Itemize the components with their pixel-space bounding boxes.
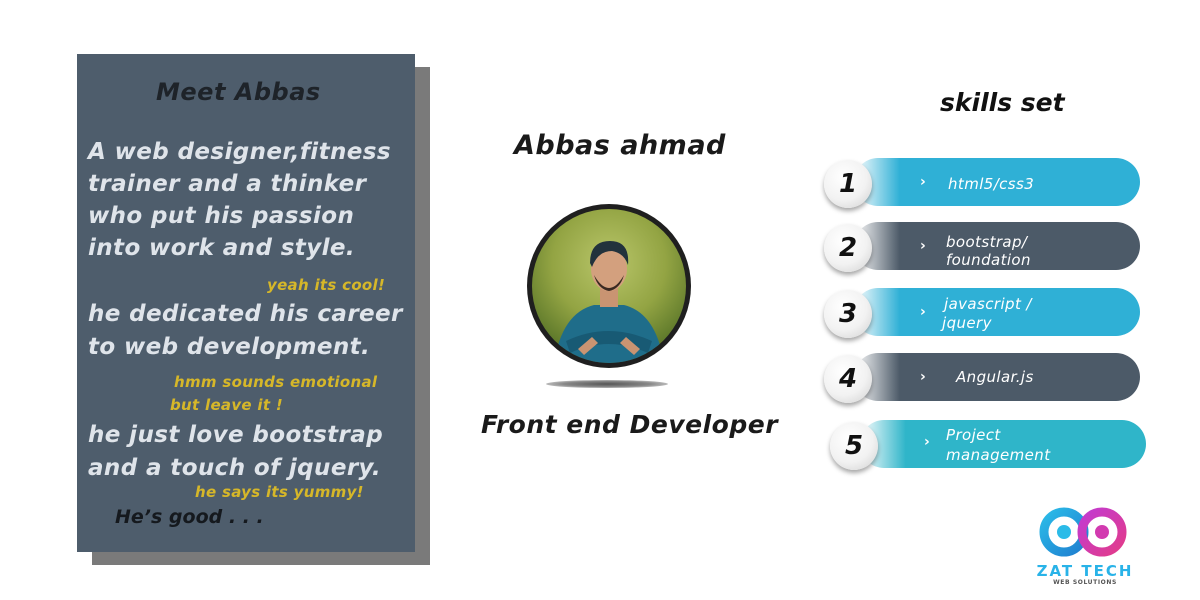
note-emotional: hmm sounds emotional	[174, 373, 378, 391]
skill-pill	[854, 288, 1140, 336]
avatar	[527, 204, 691, 368]
skill-number: 3	[824, 290, 872, 338]
skill-number: 4	[824, 355, 872, 403]
profile-name: Abbas ahmad	[514, 130, 726, 161]
logo-name: ZAT TECH	[1036, 562, 1134, 580]
skill-number: 2	[824, 224, 872, 272]
skill-pill	[860, 420, 1146, 468]
skill-number: 1	[824, 160, 872, 208]
profile-role: Front end Developer	[481, 410, 779, 439]
skill-pill	[854, 353, 1140, 401]
skill-label: foundation	[946, 251, 1031, 269]
skill-pill	[854, 222, 1140, 270]
intro-line: he just love bootstrap	[88, 422, 384, 448]
intro-line: into work and style.	[88, 235, 356, 261]
skill-label: jquery	[942, 314, 992, 332]
intro-line: trainer and a thinker	[88, 171, 367, 197]
chevron-right-icon: ›	[920, 174, 926, 190]
skill-number: 5	[830, 422, 878, 470]
intro-title: Meet Abbas	[156, 78, 321, 106]
skill-label: bootstrap/	[946, 233, 1028, 251]
person-illustration	[554, 241, 664, 363]
skill-item-3: 3 › javascript / jquery	[824, 288, 1140, 338]
intro-line: and a touch of jquery.	[88, 455, 381, 481]
intro-line: he dedicated his career	[88, 301, 403, 327]
note-yeah: yeah its cool!	[267, 276, 386, 294]
chevron-right-icon: ›	[920, 369, 926, 385]
skill-label: Angular.js	[956, 368, 1034, 386]
skill-pill	[854, 158, 1140, 206]
avatar-shadow	[546, 380, 668, 388]
note-yummy: he says its yummy!	[195, 483, 364, 501]
skill-label: html5/css3	[948, 175, 1035, 193]
skill-label: management	[946, 446, 1051, 464]
skill-item-2: 2 › bootstrap/ foundation	[824, 222, 1140, 272]
intro-line: A web designer,fitness	[88, 139, 391, 165]
logo-tagline: WEB SOLUTIONS	[1053, 579, 1117, 586]
note-leave: but leave it !	[170, 396, 283, 414]
closing-text: He’s good . . .	[115, 506, 264, 528]
intro-card: Meet Abbas A web designer,fitness traine…	[77, 54, 415, 552]
intro-line: who put his passion	[88, 203, 355, 229]
skills-title: skills set	[940, 88, 1065, 117]
chevron-right-icon: ›	[920, 238, 926, 254]
skill-item-5: 5 › Project management	[830, 420, 1146, 470]
zat-tech-logo-icon	[1039, 507, 1127, 557]
chevron-right-icon: ›	[920, 304, 926, 320]
avatar-photo	[532, 209, 686, 363]
chevron-right-icon: ›	[924, 434, 930, 450]
intro-line: to web development.	[88, 334, 371, 360]
skill-label: javascript /	[944, 295, 1032, 313]
skill-item-1: 1 › html5/css3	[824, 158, 1140, 208]
skill-label: Project	[946, 426, 1001, 444]
skill-item-4: 4 › Angular.js	[824, 353, 1140, 403]
